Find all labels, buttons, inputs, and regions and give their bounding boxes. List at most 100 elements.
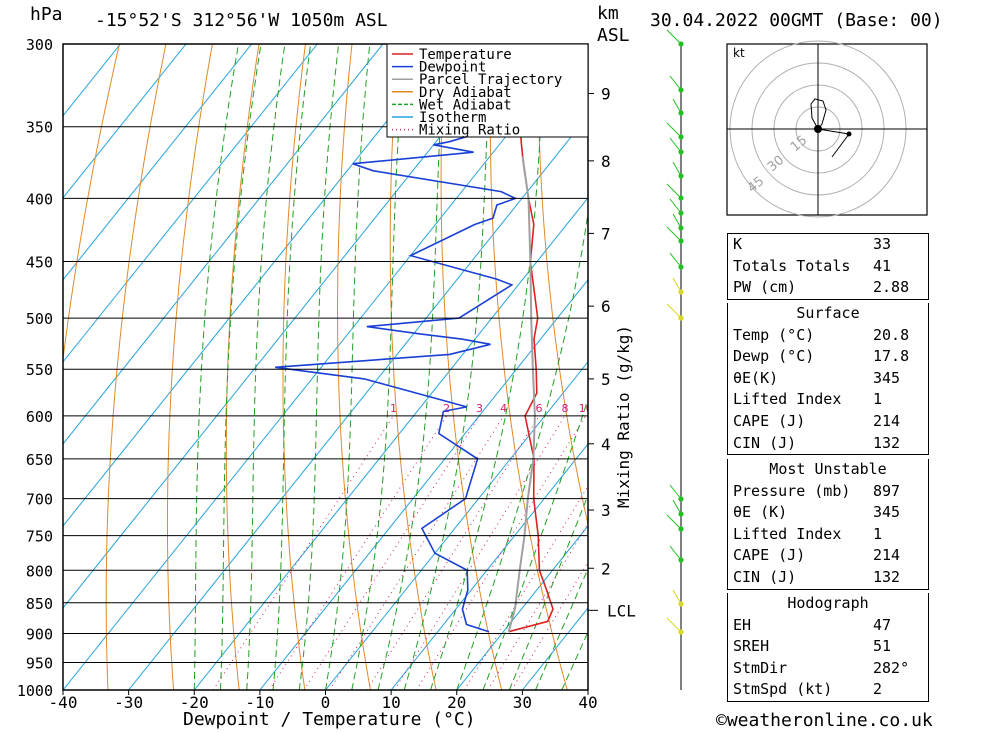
most-unstable-value: 214 — [873, 546, 901, 565]
wet-adiabat-line — [403, 44, 492, 690]
pressure-tick-label: 550 — [26, 361, 53, 379]
wet-adiabat-line — [482, 397, 588, 690]
mixing-ratio-label: 10 — [579, 402, 593, 415]
wind-barb — [672, 161, 682, 177]
surface-row: Temp (°C) 20.8 — [728, 325, 928, 347]
legend-label: Parcel Trajectory — [419, 72, 562, 88]
hodograph-stat-label: SREH — [733, 637, 770, 656]
km-tick-label: 7 — [601, 224, 611, 243]
wet-adiabat-line — [508, 493, 588, 690]
surface-value: 132 — [873, 433, 901, 452]
legend-label: Isotherm — [419, 110, 486, 126]
mixing-ratio-label: 20 — [646, 402, 660, 415]
wet-adiabat-line — [325, 44, 371, 690]
most-unstable-value: 1 — [873, 524, 883, 543]
surface-title: Surface — [796, 304, 860, 322]
km-tick-label: 9 — [601, 85, 611, 104]
wind-barb — [669, 252, 682, 268]
most-unstable-label: θE (K) — [733, 503, 788, 522]
legend-label: Dry Adiabat — [419, 85, 512, 101]
mixing-ratio-label: 2 — [443, 402, 450, 415]
wind-barb — [669, 75, 682, 91]
wind-barb — [666, 514, 682, 530]
surface-row: CAPE (J) 214 — [728, 411, 928, 433]
isotherm-line — [193, 197, 588, 690]
x-tick-label: 40 — [578, 693, 597, 712]
surface-label: Lifted Index — [733, 390, 842, 409]
legend-box — [386, 43, 589, 138]
mixing-ratio-label: 6 — [535, 402, 542, 415]
wet-adiabat-line — [298, 44, 340, 690]
legend-label: Dewpoint — [419, 60, 486, 76]
most-unstable-label: Pressure (mb) — [733, 481, 851, 500]
isotherm-line — [456, 525, 588, 690]
wind-barb — [669, 484, 682, 500]
km-tick-label: 6 — [601, 297, 611, 316]
isotherm-line — [63, 44, 318, 363]
wind-barb — [666, 617, 682, 633]
most-unstable-row: CAPE (J) 214 — [728, 545, 928, 567]
x-tick-label: -40 — [49, 693, 78, 712]
isotherm-line — [259, 279, 588, 690]
wet-adiabat-line — [430, 44, 546, 690]
surface-value: 1 — [873, 390, 883, 409]
x-tick-label: 10 — [381, 693, 400, 712]
legend-label: Wet Adiabat — [419, 97, 512, 113]
wind-barb — [672, 98, 682, 114]
surface-row: Lifted Index 1 — [728, 389, 928, 411]
isotherm-line — [63, 44, 449, 527]
hodograph-stat-row: StmSpd (kt) 2 — [728, 679, 928, 701]
hodograph-trace — [810, 98, 850, 158]
wet-adiabat-line — [193, 44, 240, 690]
surface-row: θE(K) 345 — [728, 368, 928, 390]
km-tick-label: 5 — [601, 370, 611, 389]
legend-label: Temperature — [419, 47, 512, 63]
mixing-ratio-label: 4 — [500, 402, 507, 415]
plot-background — [63, 44, 588, 690]
pressure-tick-label: 900 — [26, 625, 53, 643]
index-value: 2.88 — [873, 278, 910, 297]
storm-motion-marker — [814, 125, 822, 133]
hodograph-stat-label: StmDir — [733, 658, 788, 677]
wind-barb — [672, 589, 682, 605]
wind-barb — [666, 29, 682, 45]
hodograph-point — [846, 131, 852, 137]
x-axis-label: Dewpoint / Temperature (°C) — [183, 709, 476, 730]
wind-barb — [666, 226, 682, 242]
wet-adiabat-line — [220, 44, 262, 690]
hodograph-stat-label: EH — [733, 615, 752, 634]
mixing-ratio-label: 1 — [390, 402, 397, 415]
pressure-tick-label: 600 — [26, 408, 53, 426]
most-unstable-row: Lifted Index 1 — [728, 524, 928, 546]
legend-label: Mixing Ratio — [419, 123, 520, 139]
wind-barb — [669, 137, 682, 153]
wet-adiabat-line — [351, 44, 406, 690]
copyright-link[interactable]: ©weatheronline.co.uk — [716, 710, 933, 731]
pressure-tick-label: 950 — [26, 654, 53, 672]
pressure-tick-label: 400 — [26, 190, 53, 208]
pressure-tick-label: 650 — [26, 451, 53, 469]
location-title: -15°52'S 312°56'W 1050m ASL — [95, 10, 388, 31]
mixing-ratio-label: 25 — [668, 402, 682, 415]
mixing-ratio-label: 8 — [561, 402, 568, 415]
hodograph-stat-row: SREH 51 — [728, 636, 928, 658]
wet-adiabat-line — [377, 44, 446, 690]
lcl-label: LCL — [607, 601, 636, 620]
index-value: 41 — [873, 256, 892, 275]
surface-label: Temp (°C) — [733, 325, 815, 344]
index-row: PW (cm) 2.88 — [728, 277, 928, 299]
km-tick-label: 2 — [601, 559, 611, 578]
wet-adiabat-line — [272, 44, 312, 690]
x-tick-label: 20 — [447, 693, 466, 712]
hodograph-stat-label: StmSpd (kt) — [733, 680, 833, 699]
wind-barb — [672, 213, 682, 229]
wind-barb — [672, 277, 682, 293]
asl-label: ASL — [597, 25, 630, 46]
surface-value: 345 — [873, 368, 901, 387]
wind-barb — [666, 183, 682, 199]
surface-label: θE(K) — [733, 368, 779, 387]
most-unstable-value: 897 — [873, 481, 901, 500]
wind-barb — [666, 303, 682, 319]
